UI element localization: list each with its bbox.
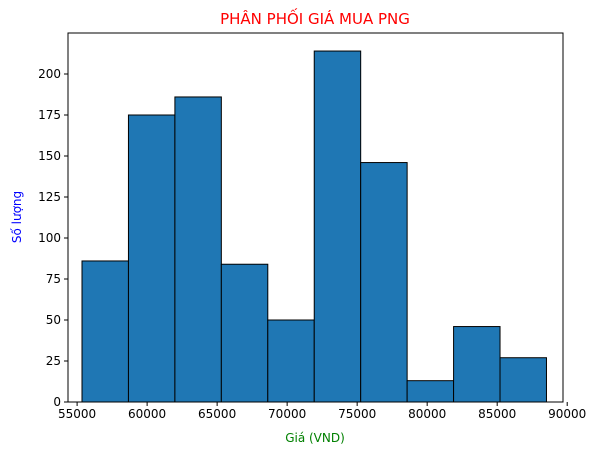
y-axis-ticks: 0 25 50 75 100 125 150 175 200 [38,67,68,409]
histogram-bar [127,114,176,403]
x-tick-label: 65000 [198,407,236,421]
x-tick-label: 85000 [478,407,516,421]
histogram-bar [267,319,315,403]
y-tick-label: 200 [38,67,61,81]
plot-frame [67,32,564,403]
histogram-bar [406,380,455,403]
x-tick-label: 70000 [268,407,306,421]
x-tick-label: 55000 [58,407,96,421]
histogram-bar [499,357,547,403]
y-tick-label: 25 [46,354,61,368]
x-axis-label: Giá (VND) [285,431,345,445]
y-axis-label: Số lượng [10,191,24,243]
y-tick-label: 150 [38,149,61,163]
y-tick-label: 75 [46,272,61,286]
histogram-bar [360,162,408,403]
y-tick-label: 125 [38,190,61,204]
y-tick-label: 0 [53,395,61,409]
x-tick-label: 60000 [128,407,166,421]
y-tick-label: 100 [38,231,61,245]
bars-group [81,50,547,403]
histogram-bar [313,50,362,403]
histogram-bar [174,96,222,403]
x-tick-label: 75000 [338,407,376,421]
x-tick-label: 90000 [548,407,586,421]
y-tick-label: 175 [38,108,61,122]
x-axis-ticks: 55000 60000 65000 70000 75000 80000 85000 90000 [58,402,586,421]
histogram-bar [220,263,269,403]
histogram-bar [453,326,501,403]
chart-title: PHÂN PHỐI GIÁ MUA PNG [220,7,410,28]
x-tick-label: 80000 [408,407,446,421]
y-tick-label: 50 [46,313,61,327]
histogram-bar [81,260,129,403]
